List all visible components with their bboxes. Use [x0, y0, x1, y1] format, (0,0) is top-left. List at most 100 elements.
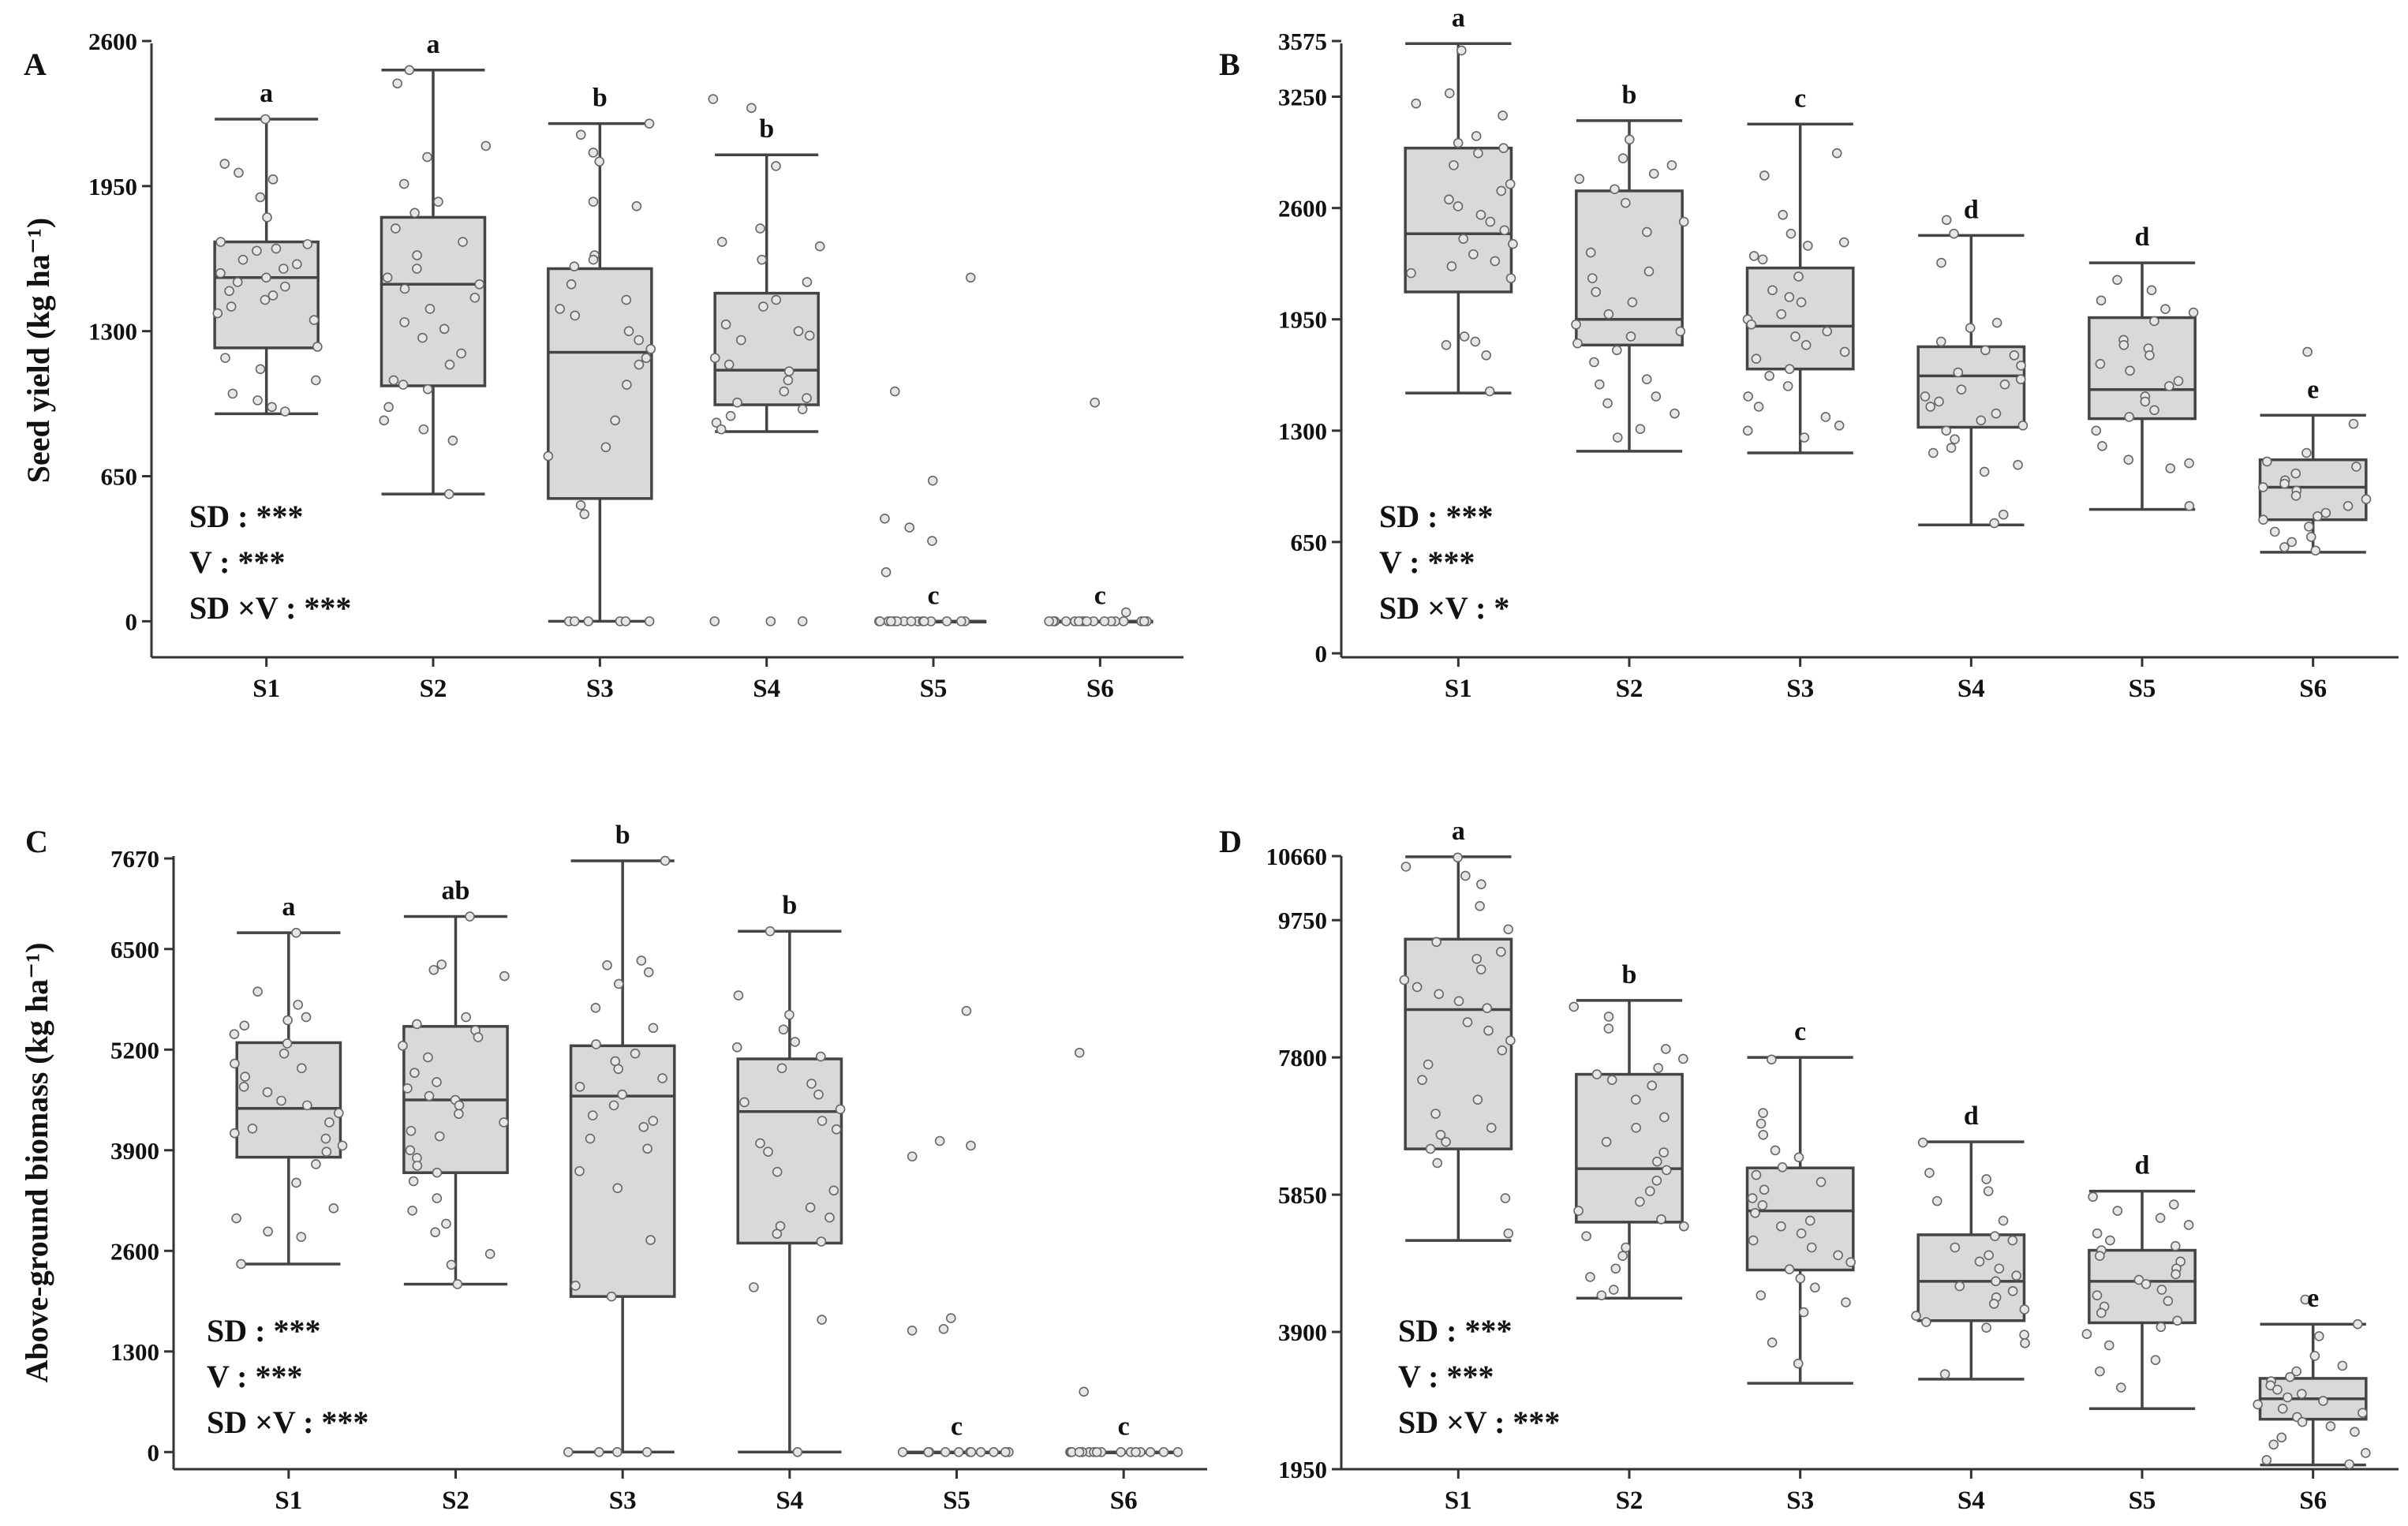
- data-point: [708, 94, 719, 104]
- data-point: [2088, 1191, 2098, 1202]
- data-point: [230, 1128, 240, 1139]
- anova-annotation: SD ×V : *: [1379, 590, 1509, 626]
- data-point: [612, 1183, 623, 1194]
- data-point: [399, 283, 410, 294]
- data-point: [613, 1064, 624, 1075]
- x-tick-label: S2: [442, 1487, 469, 1515]
- data-point: [404, 65, 415, 76]
- data-point: [2183, 1220, 2194, 1230]
- data-point: [2352, 1318, 2363, 1330]
- data-point: [1120, 607, 1131, 618]
- data-point: [1441, 339, 1452, 350]
- significance-letter: c: [1794, 84, 1806, 113]
- data-point: [1838, 237, 1849, 248]
- data-point: [423, 1052, 433, 1063]
- data-point: [1983, 1186, 1994, 1196]
- data-point: [622, 380, 632, 390]
- y-tick-label: 1950: [88, 173, 137, 200]
- data-point: [555, 304, 565, 314]
- data-point: [1841, 1297, 1851, 1307]
- data-point: [716, 237, 727, 247]
- data-point: [1784, 292, 1795, 302]
- data-point: [813, 1089, 824, 1100]
- data-point: [1099, 616, 1110, 626]
- data-point: [1666, 160, 1677, 170]
- x-tick-label: S1: [1445, 675, 1472, 703]
- data-point: [816, 1236, 827, 1247]
- data-point: [388, 375, 399, 386]
- data-point: [1645, 1186, 1655, 1196]
- data-point: [1925, 402, 1936, 412]
- data-point: [399, 317, 409, 327]
- anova-annotation: SD ×V : ***: [189, 590, 351, 626]
- data-point: [1648, 168, 1659, 179]
- data-point: [409, 208, 420, 219]
- data-point: [2351, 462, 2361, 472]
- y-tick-label: 3900: [1278, 1318, 1327, 1346]
- data-point: [2290, 491, 2301, 501]
- data-point: [1831, 148, 1842, 159]
- data-point: [880, 513, 890, 524]
- significance-letter: a: [1452, 817, 1465, 846]
- data-point: [1743, 391, 1753, 402]
- data-point: [237, 254, 249, 265]
- data-point: [648, 1023, 659, 1034]
- data-point: [1748, 1235, 1759, 1246]
- data-point: [574, 1165, 585, 1176]
- data-point: [2173, 376, 2184, 387]
- data-point: [2184, 458, 2194, 469]
- data-point: [765, 616, 776, 626]
- data-point: [1453, 201, 1464, 211]
- data-point: [1475, 901, 1485, 911]
- data-point: [293, 1000, 304, 1010]
- y-tick-label: 6500: [110, 936, 159, 963]
- data-point: [1651, 1156, 1662, 1167]
- x-tick-label: S1: [252, 675, 280, 703]
- data-point: [1423, 1059, 1434, 1070]
- data-point: [1498, 143, 1509, 153]
- data-point: [1953, 367, 1964, 378]
- data-point: [456, 348, 466, 359]
- data-point: [2125, 365, 2135, 376]
- data-point: [1473, 148, 1483, 159]
- data-point: [779, 386, 790, 397]
- data-point: [805, 1202, 816, 1213]
- data-point: [758, 301, 768, 312]
- x-tick-label: S5: [920, 675, 948, 703]
- data-point: [1581, 1231, 1591, 1242]
- data-point: [2305, 532, 2316, 542]
- data-point: [1432, 1158, 1443, 1169]
- data-point: [2017, 421, 2028, 431]
- data-point: [1750, 1207, 1760, 1218]
- data-point: [778, 1024, 789, 1035]
- data-point: [783, 375, 794, 386]
- data-point: [1587, 273, 1598, 283]
- data-point: [804, 331, 815, 341]
- data-point: [731, 1042, 742, 1053]
- box-s2: b: [1571, 80, 1689, 453]
- data-point: [875, 616, 885, 626]
- data-point: [2304, 522, 2314, 532]
- anova-annotation: SD : ***: [189, 499, 303, 534]
- data-point: [458, 237, 468, 247]
- data-point: [1621, 1242, 1631, 1253]
- data-point: [792, 1446, 803, 1457]
- x-tick-label: S3: [1786, 1487, 1814, 1515]
- data-point: [927, 475, 938, 486]
- panel-b: B 0 650 1300 1950 2600 3250 3575 S1 S2 S3 S4 S5 S6 a b c…: [1219, 3, 2399, 703]
- data-point: [1931, 1195, 1942, 1206]
- data-point: [739, 1097, 750, 1108]
- data-point: [428, 964, 439, 975]
- data-point: [2279, 478, 2290, 489]
- data-point: [1572, 338, 1583, 349]
- iqr-box: [1575, 189, 1684, 347]
- data-point: [2112, 1206, 2123, 1216]
- data-point: [2188, 307, 2199, 318]
- data-point: [1635, 1196, 1645, 1207]
- anova-annotation: SD : ***: [207, 1313, 320, 1348]
- data-point: [262, 212, 272, 223]
- data-point: [1595, 379, 1605, 390]
- significance-letter: d: [2135, 1151, 2150, 1180]
- data-point: [1989, 518, 1999, 529]
- data-point: [447, 435, 458, 446]
